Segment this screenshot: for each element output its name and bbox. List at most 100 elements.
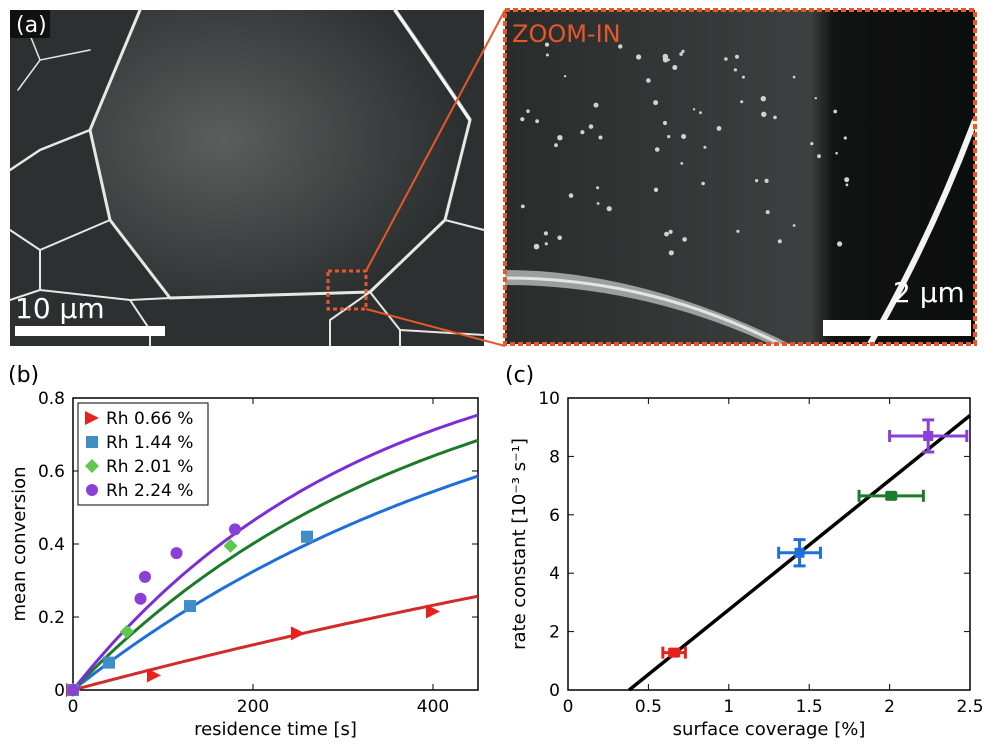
particle	[672, 65, 678, 70]
panel-b-label: (b)	[8, 363, 39, 388]
y-axis-label-b: mean conversion	[9, 466, 30, 621]
particle	[598, 135, 603, 140]
scalebar-right	[823, 320, 971, 336]
particle	[773, 115, 777, 120]
particle	[653, 187, 659, 192]
data-point-b	[85, 411, 99, 425]
data-point-b	[291, 626, 305, 641]
particle	[755, 179, 759, 183]
data-point-b	[86, 436, 98, 448]
data-point-c	[669, 647, 680, 658]
data-point-c	[886, 490, 897, 501]
particle	[606, 206, 612, 212]
particle	[792, 224, 796, 227]
zoom-in-label: ZOOM-IN	[512, 20, 621, 48]
particle	[724, 57, 728, 61]
particle	[701, 181, 705, 186]
particle	[520, 117, 525, 122]
particle	[765, 210, 770, 215]
data-point-b	[134, 592, 147, 605]
particle	[736, 229, 740, 233]
y-axis-label-c: rate constant [10⁻³ s⁻¹]	[509, 438, 530, 650]
y-tick-label-b: 0.6	[38, 462, 65, 482]
particle	[580, 130, 585, 135]
particle	[554, 143, 558, 148]
particle	[837, 241, 843, 247]
zoom-connector-bottom	[365, 308, 506, 347]
particle	[526, 109, 530, 113]
particle	[703, 145, 707, 149]
fit-curve-b	[72, 474, 479, 692]
fit-curve-b	[71, 438, 479, 692]
particle	[835, 151, 838, 155]
sem-image-overview	[8, 8, 485, 347]
legend-b	[77, 402, 209, 506]
scalebar-left-label: 10 µm	[15, 292, 105, 325]
x-tick-label-c: 0	[563, 697, 574, 717]
data-point-b	[85, 459, 99, 473]
data-point-b	[426, 604, 440, 619]
y-tick-label-b: 0.2	[38, 608, 65, 628]
zoom-frame	[503, 8, 977, 346]
particle	[654, 147, 660, 152]
particle	[545, 53, 549, 57]
legend-item-b: Rh 2.24 %	[106, 481, 193, 501]
panel-c-label: (c)	[505, 363, 534, 388]
particle	[716, 125, 722, 131]
particle	[588, 124, 594, 129]
particle	[668, 229, 673, 234]
particle	[810, 142, 814, 146]
particle	[741, 75, 745, 79]
x-axis-label-b: residence time [s]	[194, 719, 357, 740]
fit-curve-b	[71, 413, 479, 691]
particle	[681, 134, 687, 139]
particle	[814, 97, 817, 100]
particle	[764, 178, 769, 183]
y-tick-label-c: 10	[538, 389, 560, 409]
particle	[664, 231, 669, 237]
particle	[844, 177, 850, 183]
data-point-b	[147, 668, 161, 683]
particle	[636, 54, 642, 60]
chart-b: 0 200 400 0 0.2 0.4 0.6 0.8 residence time [s] me…	[9, 389, 479, 740]
particle	[618, 44, 623, 49]
x-tick-label-c: 2.5	[956, 697, 983, 717]
particle	[735, 54, 739, 59]
data-point-b	[301, 530, 313, 543]
legend-item-b: Rh 1.44 %	[106, 433, 193, 453]
x-tick-label-c: 1.5	[796, 697, 823, 717]
data-point-b	[229, 523, 241, 536]
particle	[520, 204, 525, 209]
sem-image-zoom	[504, 10, 978, 346]
data-point-b	[120, 624, 134, 639]
particle	[760, 96, 766, 102]
fit-curve-b	[72, 594, 479, 692]
particle	[662, 120, 668, 126]
particle	[557, 235, 562, 241]
data-point-b	[170, 547, 183, 560]
data-point-b	[139, 570, 151, 583]
particle	[833, 109, 838, 114]
y-tick-label-c: 4	[549, 564, 560, 584]
data-point-b	[86, 484, 98, 496]
y-tick-label-b: 0	[54, 681, 65, 701]
particle	[544, 42, 550, 47]
plot-area-c	[567, 397, 971, 691]
particle	[679, 52, 683, 56]
chart-c: 0 0.5 1 1.5 2 2.5 0 2 4 6 8 10 surface coverage [%] r…	[509, 389, 984, 740]
data-point-c	[923, 430, 934, 441]
zoom-connector-top	[365, 9, 506, 272]
data-point-b	[184, 600, 196, 613]
particle	[557, 135, 563, 141]
y-tick-label-c: 8	[549, 447, 560, 467]
y-tick-label-c: 2	[549, 623, 560, 643]
particle	[845, 183, 849, 187]
x-tick-label-c: 1	[723, 697, 734, 717]
particle	[761, 111, 767, 118]
x-tick-label-c: 0.5	[635, 697, 662, 717]
data-point-b	[103, 656, 115, 669]
particle	[646, 78, 651, 83]
particle	[596, 186, 600, 190]
particle	[792, 75, 796, 79]
